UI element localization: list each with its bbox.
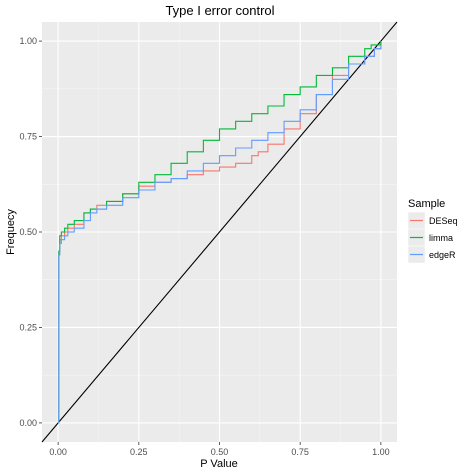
y-tick-label: 0.00 (19, 418, 37, 428)
series-line-edger (58, 44, 382, 424)
reference-line-layer (41, 21, 398, 443)
chart-title: Type I error control (165, 3, 274, 18)
legend-label-deseq: DESeq (429, 216, 458, 226)
legend-items: DESeq limma edgeR (407, 211, 458, 264)
reference-line (41, 21, 398, 443)
x-axis-title: P Value (200, 458, 238, 470)
x-tick-label: 0.75 (291, 447, 309, 457)
legend: Sample DESeq limma edgeR (407, 198, 458, 264)
y-tick-label: 0.50 (19, 227, 37, 237)
x-tick-label: 0.25 (130, 447, 148, 457)
series-line-limma (58, 41, 382, 424)
axis-layer: 0.00 0.25 0.50 0.75 1.00 0.00 0.25 0.50 0.75 1.00 (19, 36, 389, 457)
y-tick-label: 0.75 (19, 132, 37, 142)
legend-label-edger: edgeR (429, 250, 456, 260)
y-axis-title: Frequecy (5, 209, 17, 255)
x-tick-label: 0.50 (211, 447, 229, 457)
x-tick-label: 1.00 (372, 447, 390, 457)
y-tick-label: 1.00 (19, 36, 37, 46)
x-tick-label: 0.00 (49, 447, 67, 457)
legend-label-limma: limma (429, 233, 453, 243)
legend-title: Sample (408, 198, 445, 210)
y-tick-label: 0.25 (19, 322, 37, 332)
series-layer (58, 41, 382, 424)
